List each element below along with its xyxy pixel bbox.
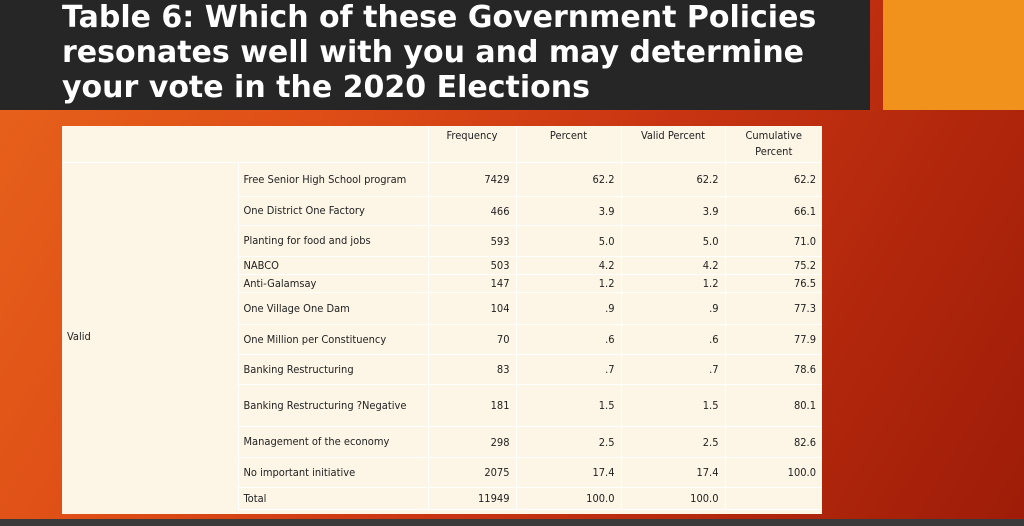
bottom-strip: [0, 519, 1024, 526]
percent-cell: .6: [515, 324, 621, 355]
row-label: Anti-Galamsay: [237, 274, 428, 293]
row-label: Banking Restructuring: [237, 354, 428, 385]
accent-box: [883, 0, 1024, 110]
cumulative-percent-cell: 62.2: [724, 162, 822, 197]
table-row: Banking Restructuring ?Negative 181 1.5 1.5…: [62, 384, 822, 427]
valid-percent-cell: 1.2: [620, 274, 725, 293]
valid-percent-cell: 2.5: [620, 426, 725, 458]
cumulative-percent-cell: 78.6: [724, 354, 822, 385]
row-label: No important initiative: [237, 457, 428, 488]
table-header-row: Frequency Percent Valid Percent Cumulati…: [62, 126, 822, 163]
frequency-cell: 466: [427, 196, 516, 226]
frequency-cell: 104: [427, 292, 516, 325]
cumulative-percent-cell: 82.6: [724, 426, 822, 458]
table-row: Valid Free Senior High School program 7429…: [62, 162, 822, 343]
row-label: NABCO: [237, 256, 428, 275]
valid-percent-cell: 5.0: [620, 225, 725, 257]
percent-cell: 1.5: [515, 384, 621, 427]
valid-percent-cell: 17.4: [620, 457, 725, 488]
table-row: NABCO 503 4.2 4.2 75.2: [62, 256, 822, 275]
cumulative-percent-cell: 76.5: [724, 274, 822, 293]
row-label: Free Senior High School program: [237, 162, 428, 197]
row-label: Management of the economy: [237, 426, 428, 458]
percent-cell: 2.5: [515, 426, 621, 458]
table-row: Anti-Galamsay 147 1.2 1.2 76.5: [62, 274, 822, 293]
valid-percent-cell: 3.9: [620, 196, 725, 226]
frequency-table: Frequency Percent Valid Percent Cumulati…: [62, 126, 822, 510]
cumulative-percent-cell: [724, 487, 822, 510]
frequency-cell: 593: [427, 225, 516, 257]
valid-percent-cell: 4.2: [620, 256, 725, 275]
cumulative-percent-cell: 77.3: [724, 292, 822, 325]
percent-cell: 5.0: [515, 225, 621, 257]
column-header-valid-percent: Valid Percent: [620, 126, 725, 163]
table-row: One Million per Constituency 70.6.6 77.9: [62, 324, 822, 355]
header-blank: [238, 126, 428, 163]
row-label: Banking Restructuring ?Negative: [237, 384, 428, 427]
percent-cell: 62.2: [515, 162, 621, 197]
table-row: Planting for food and jobs 593 5.0 5.0 71.0: [62, 225, 822, 257]
valid-percent-cell: .6: [620, 324, 725, 355]
valid-percent-cell: .7: [620, 354, 725, 385]
percent-cell: .9: [515, 292, 621, 325]
frequency-cell: 181: [427, 384, 516, 427]
table-row: Banking Restructuring 83.7.7 78.6: [62, 354, 822, 385]
row-label: One Village One Dam: [237, 292, 428, 325]
frequency-cell: 503: [427, 256, 516, 275]
frequency-cell: 2075: [427, 457, 516, 488]
row-label: One Million per Constituency: [237, 324, 428, 355]
table-row: One Village One Dam 104.9.9 77.3: [62, 292, 822, 325]
frequency-cell: 83: [427, 354, 516, 385]
table-row: One District One Factory 466 3.9 3.9 66.1: [62, 196, 822, 226]
frequency-cell: 147: [427, 274, 516, 293]
row-label: Total: [237, 487, 428, 510]
cumulative-percent-cell: 66.1: [724, 196, 822, 226]
valid-percent-cell: 100.0: [620, 487, 725, 510]
header-blank: [62, 126, 238, 163]
percent-cell: 1.2: [515, 274, 621, 293]
frequency-cell: 298: [427, 426, 516, 458]
valid-percent-cell: 1.5: [620, 384, 725, 427]
cumulative-percent-cell: 71.0: [724, 225, 822, 257]
row-label: One District One Factory: [237, 196, 428, 226]
percent-cell: 3.9: [515, 196, 621, 226]
table-row: Total 11949 100.0 100.0: [62, 487, 822, 510]
frequency-cell: 7429: [427, 162, 516, 197]
table-body: Valid Free Senior High School program 7429…: [62, 162, 822, 510]
cumulative-percent-cell: 80.1: [724, 384, 822, 427]
cumulative-percent-cell: 75.2: [724, 256, 822, 275]
row-label: Planting for food and jobs: [237, 225, 428, 257]
table-row: No important initiative 2075 17.4 17.4 100.0: [62, 457, 822, 488]
percent-cell: 100.0: [515, 487, 621, 510]
valid-percent-cell: 62.2: [620, 162, 725, 197]
table-row: Management of the economy 298 2.5 2.5 82.6: [62, 426, 822, 458]
slide-title: Table 6: Which of these Government Polic…: [62, 0, 817, 105]
cumulative-percent-cell: 77.9: [724, 324, 822, 355]
valid-percent-cell: .9: [620, 292, 725, 325]
row-group-label: Valid: [67, 329, 91, 343]
column-header-frequency: Frequency: [427, 126, 516, 163]
percent-cell: 4.2: [515, 256, 621, 275]
column-header-percent: Percent: [515, 126, 621, 163]
title-box: Table 6: Which of these Government Polic…: [0, 0, 870, 110]
frequency-table-panel: Frequency Percent Valid Percent Cumulati…: [62, 126, 822, 514]
cumulative-percent-cell: 100.0: [724, 457, 822, 488]
frequency-cell: 70: [427, 324, 516, 355]
percent-cell: .7: [515, 354, 621, 385]
column-header-cumulative-percent: Cumulative Percent: [724, 126, 822, 163]
frequency-cell: 11949: [427, 487, 516, 510]
percent-cell: 17.4: [515, 457, 621, 488]
